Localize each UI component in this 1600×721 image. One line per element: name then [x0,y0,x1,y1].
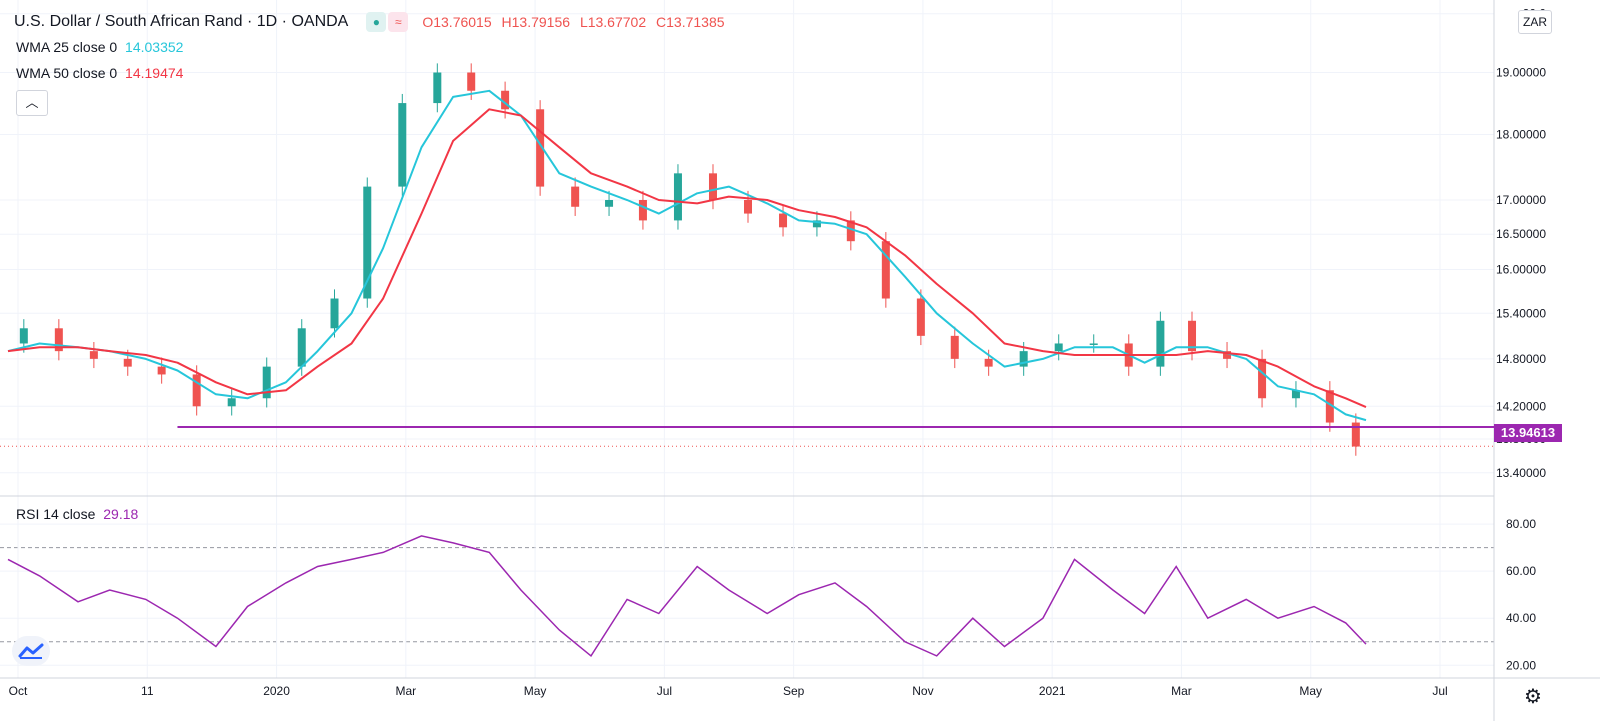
chart-header: U.S. Dollar / South African Rand · 1D · … [14,12,731,32]
price-candle [950,335,959,359]
price-tick-label: 19.00000 [1496,66,1546,80]
open-value: O13.76015 [422,14,492,30]
price-candle [1258,358,1267,399]
rsi-value: 29.18 [103,506,139,522]
price-tick-label: 18.00000 [1496,127,1546,141]
high-value: H13.79156 [501,14,571,30]
rsi-legend[interactable]: RSI 14 close 29.18 [16,506,138,522]
rsi-line [7,535,1367,658]
price-candle [467,72,476,91]
ohlc-readout: O13.76015 H13.79156 L13.67702 C13.71385 [422,14,730,30]
time-tick-label: Sep [783,684,805,698]
wma50-value: 14.19474 [125,65,184,81]
price-tick-label: 14.20000 [1496,399,1546,413]
low-value: L13.67702 [579,14,647,30]
rsi-series [7,535,1367,658]
symbol-title[interactable]: U.S. Dollar / South African Rand · 1D · … [14,13,349,30]
time-tick-label: Nov [912,684,933,698]
price-candle [227,398,236,407]
wma25-legend[interactable]: WMA 25 close 0 14.03352 [16,39,183,55]
price-candle [984,358,993,367]
time-tick-label: Jul [657,684,672,698]
price-series [7,63,1367,456]
price-candle [1188,320,1197,352]
price-candle [1351,422,1360,447]
price-candle [1054,343,1063,352]
chevron-up-icon: ︿ [25,95,39,110]
wma50-label: WMA 50 close 0 [16,65,118,81]
price-candle [1019,351,1028,367]
price-candle [536,109,545,187]
price-candle [123,358,132,367]
price-candle [19,328,28,344]
price-candle [297,328,306,367]
rsi-label: RSI 14 close [16,506,96,522]
rsi-axis: 80.00 60.00 40.00 20.00 [1506,517,1536,672]
price-candle [638,200,647,221]
price-candle [433,72,442,104]
price-tick-label: 14.80000 [1496,352,1546,366]
support-price-label[interactable]: 13.94613 [1494,424,1562,442]
delayed-data-icon[interactable]: ≈ [388,12,409,32]
currency-button[interactable]: ZAR [1518,10,1552,34]
price-candle [916,298,925,336]
price-candle [54,328,63,352]
rsi-tick-label: 40.00 [1506,611,1536,625]
price-candle [846,220,855,242]
wma25-line [7,89,1367,422]
price-candle [571,186,580,207]
price-candle [157,366,166,375]
grid [0,0,1494,678]
price-tick-label: 16.00000 [1496,262,1546,276]
price-candle [192,374,201,407]
price-candle [262,366,271,399]
price-tick-label: 17.00000 [1496,193,1546,207]
time-tick-label: 2020 [263,684,290,698]
close-value: C13.71385 [656,14,725,30]
rsi-tick-label: 20.00 [1506,658,1536,672]
price-tick-label: 13.40000 [1496,466,1546,480]
market-status-icon[interactable]: ● [366,12,387,32]
price-candle [1325,390,1334,423]
price-candle [605,200,614,207]
time-tick-label: May [524,684,547,698]
wma25-value: 14.03352 [125,39,184,55]
price-candle [779,213,788,228]
time-tick-label: 11 [141,684,154,698]
rsi-tick-label: 80.00 [1506,517,1536,531]
price-candle [1223,351,1232,359]
time-tick-label: May [1299,684,1322,698]
price-candle [881,241,890,299]
time-tick-label: Oct [9,684,28,698]
tradingview-logo-icon[interactable] [12,636,50,666]
price-candle [673,173,682,221]
price-candle [1291,390,1300,399]
support-level [0,425,1494,447]
price-candle [812,220,821,228]
price-candle [1089,343,1098,345]
rsi-tick-label: 60.00 [1506,564,1536,578]
wma50-line [7,108,1367,409]
price-candle [708,173,717,201]
price-candle [363,186,372,299]
price-tick-label: 16.50000 [1496,227,1546,241]
wma25-label: WMA 25 close 0 [16,39,118,55]
time-tick-label: Mar [395,684,416,698]
price-candle [744,200,753,214]
price-candle [1156,320,1165,367]
time-tick-label: 2021 [1039,684,1066,698]
gear-icon[interactable]: ⚙ [1524,686,1542,708]
price-tick-label: 15.40000 [1496,306,1546,320]
time-tick-label: Jul [1432,684,1447,698]
price-candle [89,351,98,359]
price-candle [330,298,339,329]
time-axis: Oct 11 2020 Mar May Jul Sep Nov 2021 Mar May Jul [9,684,1448,698]
time-tick-label: Mar [1171,684,1192,698]
wma50-legend[interactable]: WMA 50 close 0 14.19474 [16,65,183,81]
price-candle [398,103,407,187]
price-candle [501,90,510,110]
price-axis: 20.019.0000018.0000017.0000016.5000016.0… [1496,7,1546,480]
collapse-legend-button[interactable]: ︿ [16,90,48,116]
